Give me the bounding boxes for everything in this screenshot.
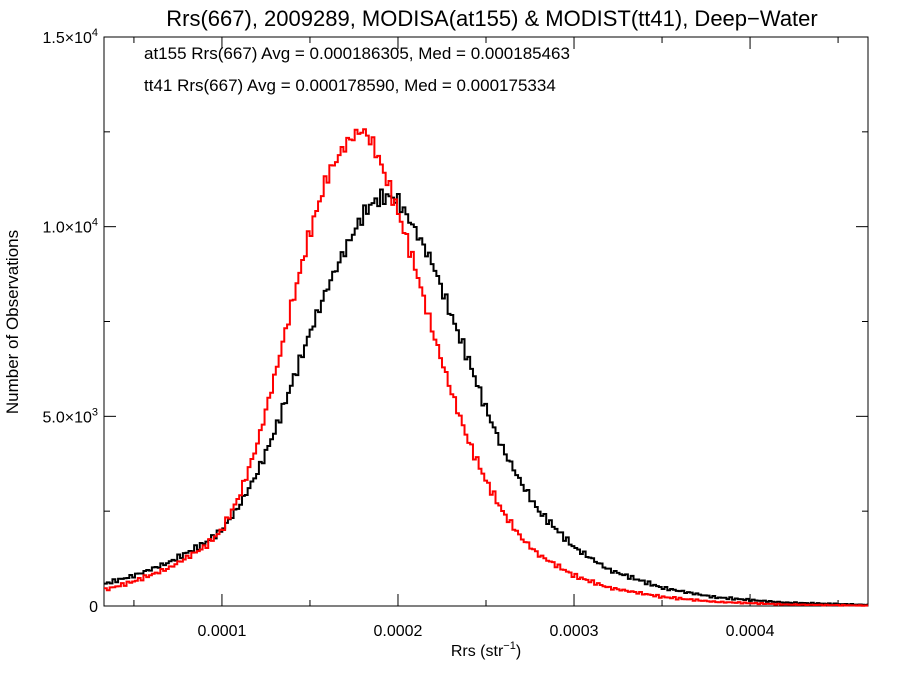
x-tick-label: 0.0004	[726, 623, 775, 640]
x-tick-label: 0.0001	[197, 623, 246, 640]
y-tick-label: 1.5×104	[42, 27, 98, 47]
x-tick-label: 0.0003	[550, 623, 599, 640]
y-axis-label: Number of Observations	[3, 230, 22, 414]
series-line-at155	[104, 188, 869, 606]
y-tick-label: 0	[89, 599, 98, 616]
x-tick-labels: 0.0001 0.0002 0.0003 0.0004	[197, 623, 774, 640]
series-line-tt41	[104, 128, 869, 607]
series-layer	[104, 128, 869, 607]
y-tick-label: 5.0×103	[42, 406, 98, 426]
x-tick-label: 0.0002	[374, 623, 423, 640]
y-tick-labels: 0 5.0×103 1.0×104 1.5×104	[42, 27, 98, 616]
y-tick-label: 1.0×104	[42, 217, 98, 237]
series-annotation-tt41: tt41 Rrs(667) Avg = 0.000178590, Med = 0…	[144, 76, 556, 95]
series-annotation-at155: at155 Rrs(667) Avg = 0.000186305, Med = …	[144, 44, 570, 63]
chart-title: Rrs(667), 2009289, MODISA(at155) & MODIS…	[166, 6, 817, 31]
tick-marks	[104, 36, 868, 607]
x-axis-label: Rrs (str−1)	[451, 640, 521, 660]
plot-frame	[103, 36, 869, 607]
